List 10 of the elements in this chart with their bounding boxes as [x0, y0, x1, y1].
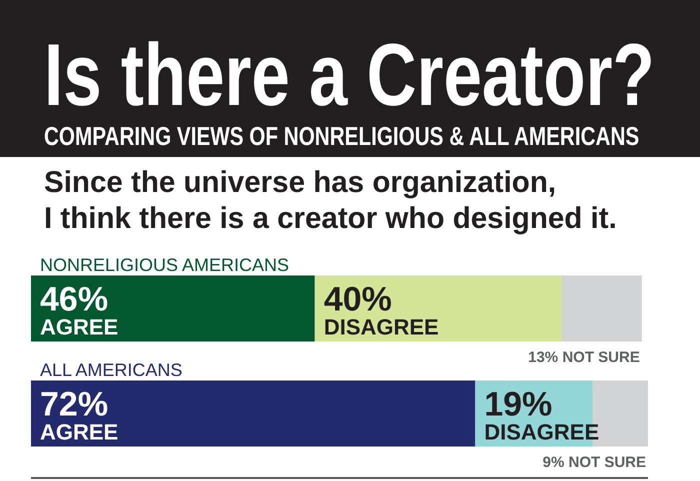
- bar: [31, 275, 315, 342]
- bar: [562, 275, 642, 342]
- chart-title: Is there a Creator?: [44, 25, 655, 124]
- text: 13% NOT SURE: [528, 349, 640, 366]
- y-tick-label: NONRELIGIOUS AMERICANS: [40, 255, 290, 276]
- text: 9% NOT SURE: [542, 454, 646, 471]
- y-tick-label: ALL AMERICANS: [40, 360, 182, 380]
- text: Since the universe has organization, I think there is a creator who designed it.: [44, 165, 617, 237]
- bar: [31, 380, 476, 447]
- chart-subtitle: COMPARING VIEWS OF NONRELIGIOUS & ALL AMERICANS: [44, 121, 640, 151]
